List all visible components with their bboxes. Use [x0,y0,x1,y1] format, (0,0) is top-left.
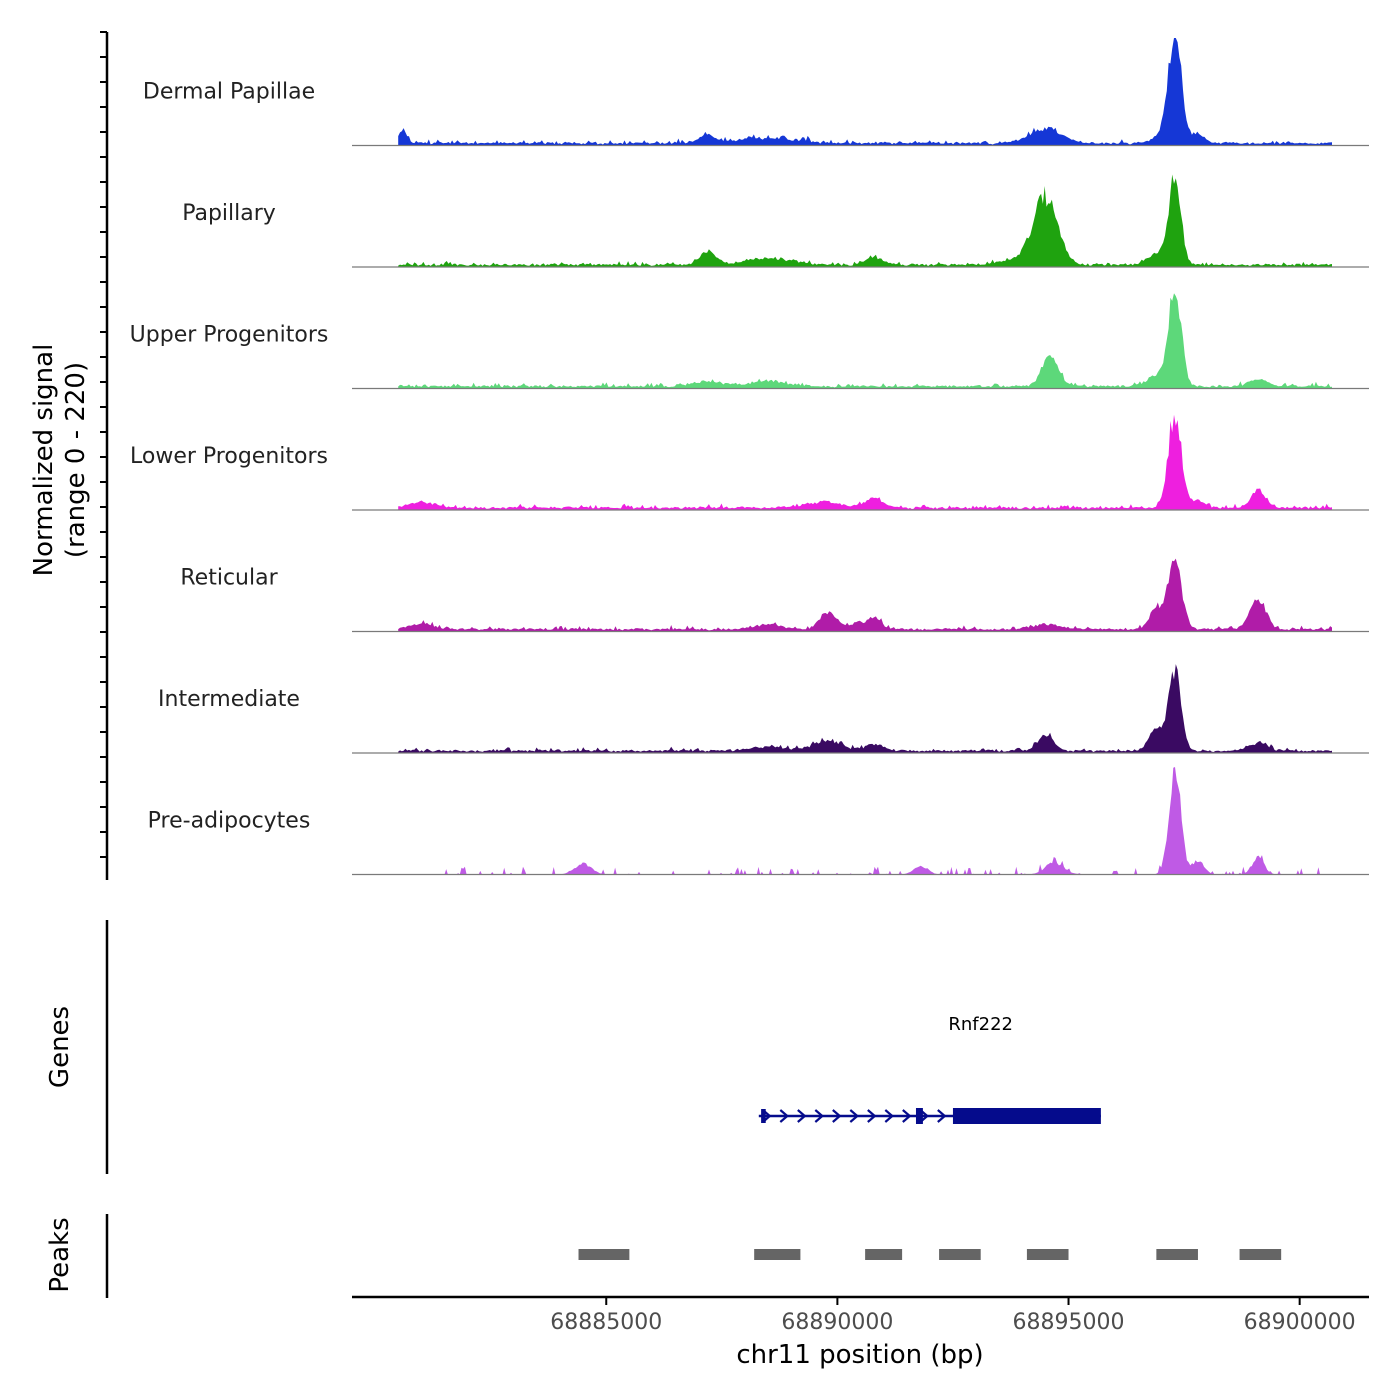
track-label: Reticular [180,566,278,591]
gene-exon [761,1109,766,1123]
strand-arrow [849,1109,859,1123]
strand-arrow [814,1109,824,1123]
peak-region [1239,1249,1282,1260]
track-dermal-papillae: Dermal Papillae [143,38,1369,147]
strand-arrow [779,1109,789,1123]
gene-exon [952,1108,1101,1124]
strand-arrow [832,1109,842,1123]
track-upper-progenitors: Upper Progenitors [130,293,1369,390]
x-tick-label: 68900000 [1244,1310,1356,1335]
peak-region [578,1249,630,1260]
track-label: Papillary [182,201,276,226]
gene-exon [915,1108,923,1124]
x-tick-label: 68895000 [1013,1310,1125,1335]
peak-region [1026,1249,1069,1260]
peak-regions [578,1249,1282,1260]
strand-arrow [867,1109,877,1123]
track-label: Dermal Papillae [143,80,315,105]
coverage-y-ticks [100,31,107,858]
track-lower-progenitors: Lower Progenitors [130,414,1369,511]
track-papillary: Papillary [182,174,1369,268]
gene-label: Rnf222 [948,1014,1013,1035]
peaks-track-label: Peaks [45,1217,75,1292]
gene-rnf222: Rnf222 [758,1014,1101,1124]
strand-arrow [797,1109,807,1123]
x-tick-label: 68890000 [781,1310,893,1335]
strand-arrow [902,1109,912,1123]
peak-region [1156,1249,1198,1260]
track-label: Upper Progenitors [130,323,329,348]
strand-arrow [884,1109,894,1123]
track-label: Lower Progenitors [130,444,328,469]
coverage-tracks: Dermal Papillae Papillary Upper Progenitor… [130,38,1369,876]
track-label: Pre-adipocytes [148,809,311,834]
track-reticular: Reticular [180,558,1369,633]
x-tick-label: 68885000 [550,1310,662,1335]
track-pre-adipocytes: Pre-adipocytes [148,767,1369,876]
strand-arrow [937,1109,947,1123]
y-axis-title-line1: Normalized signal [29,344,59,577]
x-axis-title: chr11 position (bp) [736,1340,983,1370]
track-label: Intermediate [158,687,300,712]
peak-region [865,1249,903,1260]
peak-region [939,1249,981,1260]
peak-region [754,1249,801,1260]
genes-track-label: Genes [45,1006,75,1088]
gene-annotations: Rnf222 [758,1014,1101,1124]
track-intermediate: Intermediate [158,664,1369,754]
y-axis-title-line2: (range 0 - 220) [61,362,91,558]
x-axis-ticks: 68885000 68890000 68895000 68900000 [550,1297,1356,1335]
